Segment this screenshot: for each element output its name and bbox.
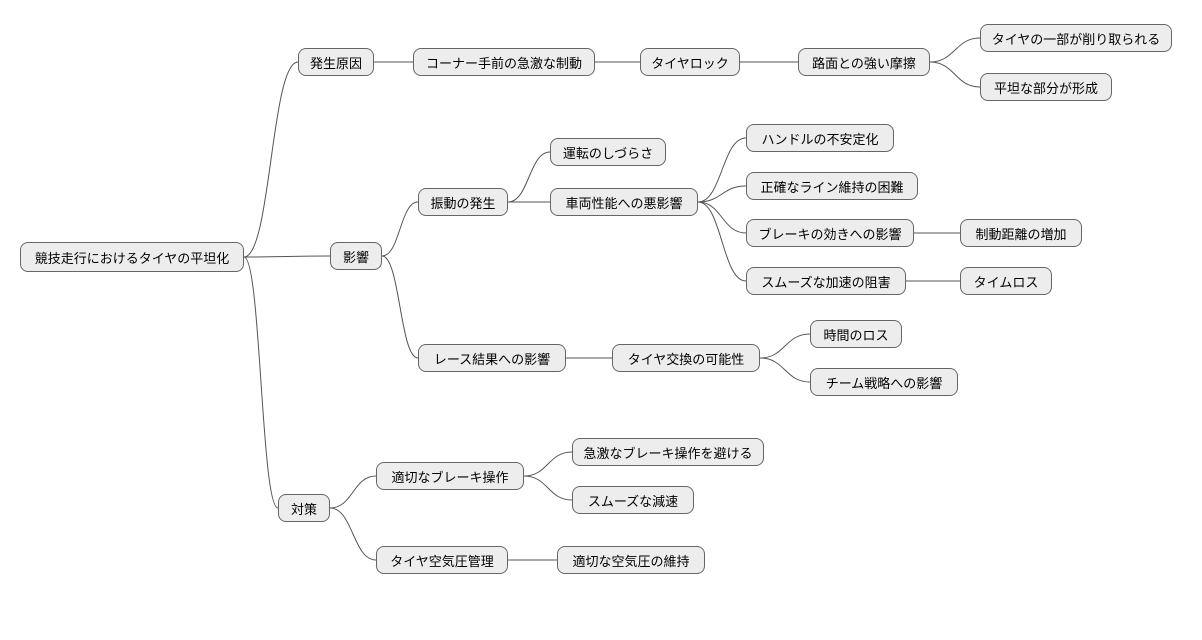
node-vib2: 車両性能への悪影響 [550, 188, 698, 216]
edge-counter-air [330, 508, 376, 560]
node-vp4: スムーズな加速の阻害 [746, 267, 906, 295]
node-root: 競技走行におけるタイヤの平坦化 [20, 242, 244, 272]
edge-vib2-vp4 [698, 202, 746, 281]
edge-vib2-vp3 [698, 202, 746, 233]
edge-race1-race1a [760, 334, 810, 358]
node-br: 適切なブレーキ操作 [376, 462, 524, 490]
node-br2: スムーズな減速 [572, 486, 694, 514]
edge-root-counter [244, 257, 278, 508]
node-race1b: チーム戦略への影響 [810, 368, 958, 396]
node-race1a: 時間のロス [810, 320, 902, 348]
node-c1: コーナー手前の急激な制動 [413, 48, 595, 76]
node-vib1: 運転のしづらさ [550, 138, 666, 166]
node-vp4a: タイムロス [960, 267, 1052, 295]
edge-vib2-vp1 [698, 138, 746, 202]
edge-c3-c4 [930, 38, 980, 62]
edge-effect-race [382, 256, 418, 358]
edge-br-br1 [524, 452, 572, 476]
node-race1: タイヤ交換の可能性 [612, 344, 760, 372]
node-air1: 適切な空気圧の維持 [557, 546, 705, 574]
node-counter: 対策 [278, 494, 330, 522]
edge-vib-vib1 [508, 152, 550, 202]
edge-race1-race1b [760, 358, 810, 382]
edge-c3-c5 [930, 62, 980, 87]
node-c5: 平坦な部分が形成 [980, 73, 1112, 101]
node-effect: 影響 [330, 242, 382, 270]
node-air: タイヤ空気圧管理 [376, 546, 508, 574]
node-vp3: ブレーキの効きへの影響 [746, 219, 914, 247]
edge-br-br2 [524, 476, 572, 500]
edge-root-cause [244, 62, 298, 257]
node-c2: タイヤロック [640, 48, 740, 76]
edge-effect-vib [382, 202, 418, 256]
node-vp1: ハンドルの不安定化 [746, 124, 894, 152]
edge-counter-br [330, 476, 376, 508]
node-race: レース結果への影響 [418, 344, 566, 372]
node-c3: 路面との強い摩擦 [798, 48, 930, 76]
node-c4: タイヤの一部が削り取られる [980, 24, 1172, 52]
node-vp3a: 制動距離の増加 [960, 219, 1082, 247]
node-br1: 急激なブレーキ操作を避ける [572, 438, 764, 466]
node-vib: 振動の発生 [418, 188, 508, 216]
node-cause: 発生原因 [298, 48, 374, 76]
edge-root-effect [244, 256, 330, 257]
node-vp2: 正確なライン維持の困難 [746, 172, 918, 200]
